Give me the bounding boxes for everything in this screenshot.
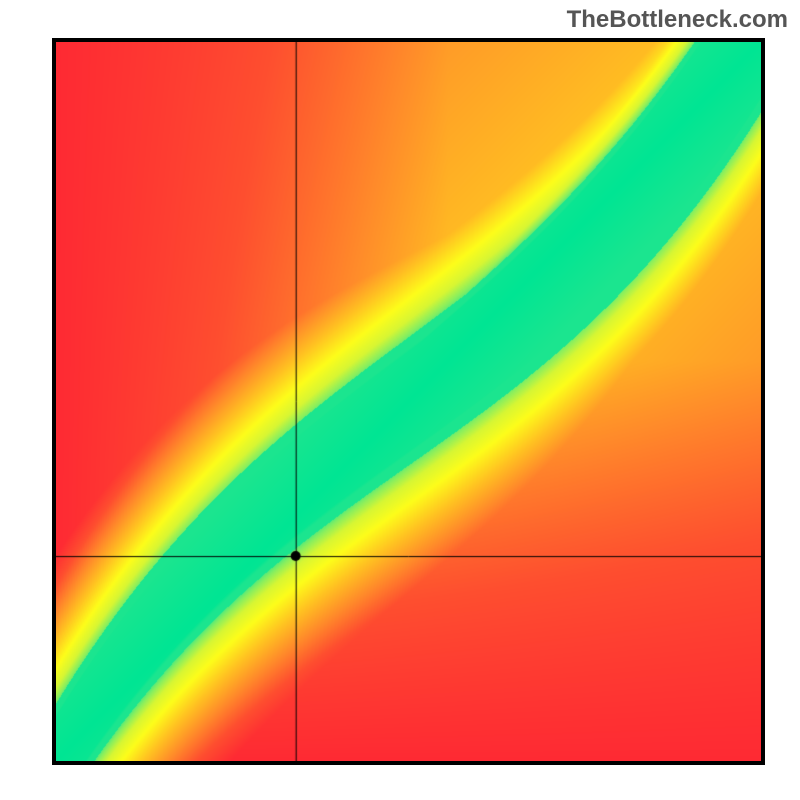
crosshair-overlay	[56, 42, 761, 761]
watermark-text: TheBottleneck.com	[567, 6, 788, 34]
chart-container: TheBottleneck.com	[0, 0, 800, 800]
